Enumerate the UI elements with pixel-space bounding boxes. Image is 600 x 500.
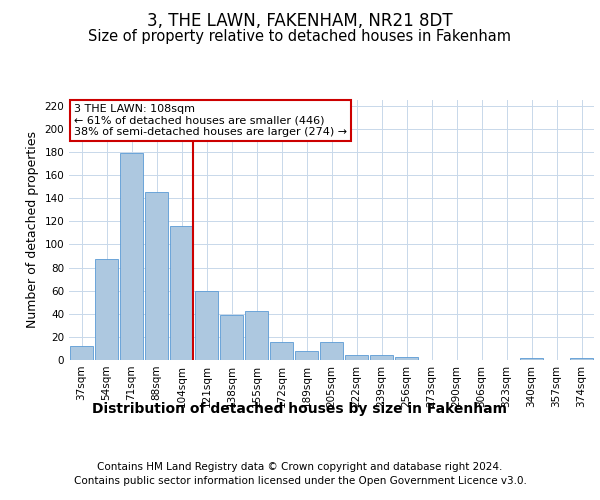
Bar [320,342,343,360]
Bar [145,192,169,360]
Bar [70,346,94,360]
Y-axis label: Number of detached properties: Number of detached properties [26,132,39,328]
Bar [569,358,593,360]
Text: Distribution of detached houses by size in Fakenham: Distribution of detached houses by size … [92,402,508,416]
Text: Contains HM Land Registry data © Crown copyright and database right 2024.: Contains HM Land Registry data © Crown c… [97,462,503,472]
Bar [170,226,193,360]
Bar [269,342,293,360]
Text: 3 THE LAWN: 108sqm
← 61% of detached houses are smaller (446)
38% of semi-detach: 3 THE LAWN: 108sqm ← 61% of detached hou… [74,104,347,137]
Bar [245,312,268,360]
Bar [95,260,118,360]
Text: Size of property relative to detached houses in Fakenham: Size of property relative to detached ho… [89,29,511,44]
Bar [295,351,319,360]
Bar [220,315,244,360]
Bar [194,290,218,360]
Bar [119,153,143,360]
Text: Contains public sector information licensed under the Open Government Licence v3: Contains public sector information licen… [74,476,526,486]
Bar [370,356,394,360]
Text: 3, THE LAWN, FAKENHAM, NR21 8DT: 3, THE LAWN, FAKENHAM, NR21 8DT [147,12,453,30]
Bar [395,356,418,360]
Bar [344,356,368,360]
Bar [520,358,544,360]
